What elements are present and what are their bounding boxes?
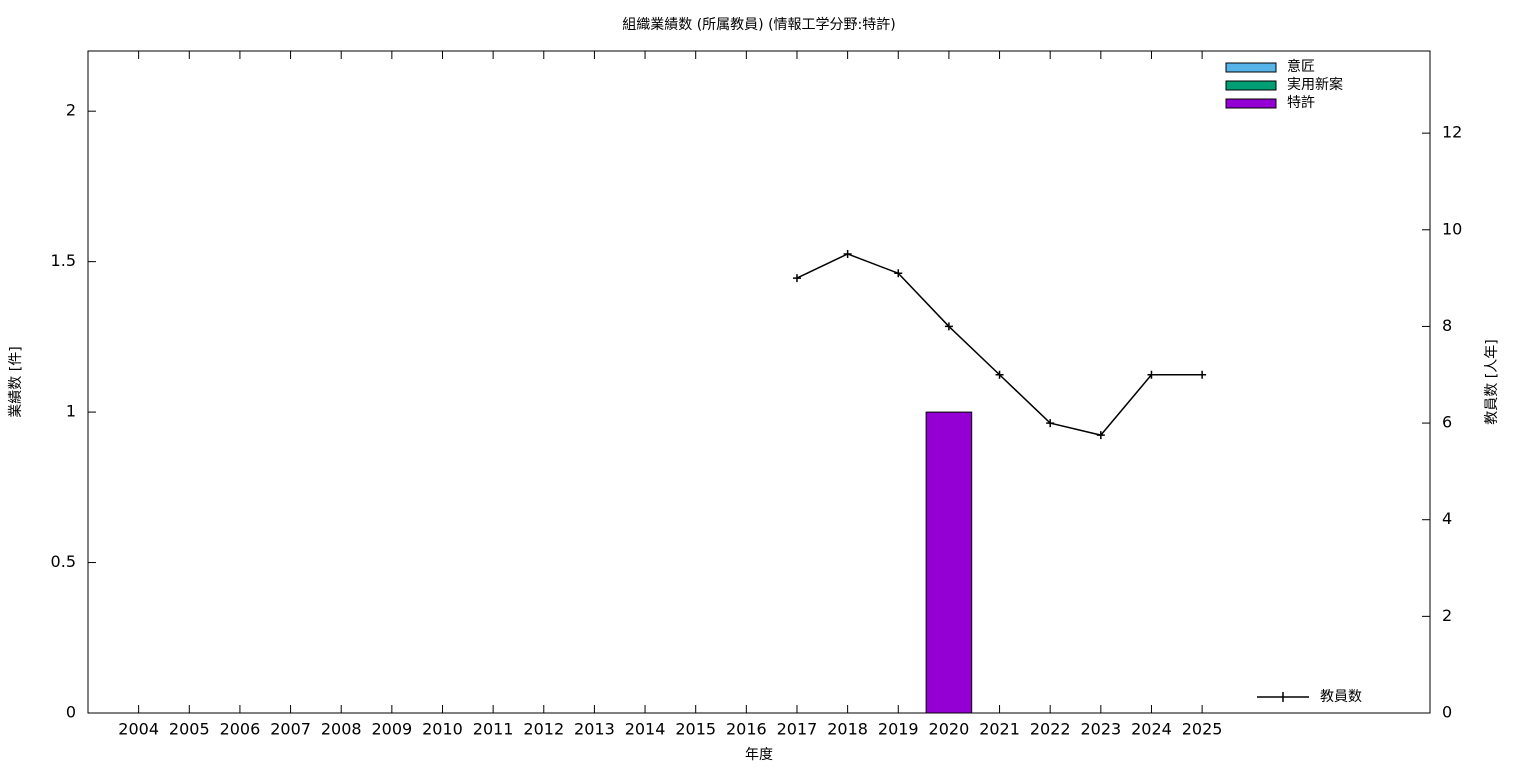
x-tick-label: 2010 [422,720,463,739]
legend-label: 実用新案 [1287,76,1343,93]
x-tick-label: 2007 [270,720,311,739]
x-tick-label: 2006 [220,720,261,739]
y2-tick-label: 0 [1442,703,1452,722]
legend-label: 教員数 [1320,689,1362,705]
x-tick-label: 2023 [1080,720,1121,739]
x-tick-label: 2009 [371,720,412,739]
x-tick-label: 2025 [1182,720,1223,739]
plot-frame [87,50,1431,714]
y-axis-label: 業績数 [件] [8,346,24,417]
y2-tick-label: 4 [1442,509,1452,528]
y-tick-label: 0 [66,703,76,722]
x-tick-label: 2013 [574,720,615,739]
x-tick-label: 2014 [625,720,666,739]
x-tick-label: 2017 [777,720,818,739]
chart-title: 組織業績数 (所属教員) (情報工学分野:特許) [622,17,895,33]
x-tick-label: 2012 [523,720,564,739]
y-tick-label: 0.5 [51,552,76,571]
legend-label: 意匠 [1287,58,1315,75]
legend-label: 特許 [1287,95,1315,111]
x-tick-label: 2015 [675,720,716,739]
y2-tick-label: 8 [1442,316,1452,335]
x-tick-label: 2008 [321,720,362,739]
x-tick-label: 2020 [929,720,970,739]
y-tick-label: 1 [66,402,76,421]
y-tick-label: 1.5 [51,251,76,270]
x-tick-label: 2004 [118,720,159,739]
x-tick-label: 2011 [473,720,514,739]
x-tick-label: 2019 [878,720,919,739]
y2-tick-label: 6 [1442,413,1452,432]
legend-line [1257,692,1309,702]
legend-swatch [1225,98,1277,109]
line [796,253,1203,436]
bar [925,411,973,714]
y2-tick-label: 10 [1442,219,1462,238]
x-tick-label: 2024 [1131,720,1172,739]
x-tick-label: 2005 [169,720,210,739]
x-tick-label: 2022 [1030,720,1071,739]
legend-swatch [1225,62,1277,73]
x-tick-label: 2021 [979,720,1020,739]
y-tick-label: 2 [66,101,76,120]
y2-axis-label: 教員数 [人年] [1484,339,1500,424]
x-axis-label: 年度 [745,747,773,763]
legend-swatch [1225,80,1277,91]
y2-tick-label: 12 [1442,123,1462,142]
y2-tick-label: 2 [1442,606,1452,625]
x-tick-label: 2016 [726,720,767,739]
x-tick-label: 2018 [827,720,868,739]
